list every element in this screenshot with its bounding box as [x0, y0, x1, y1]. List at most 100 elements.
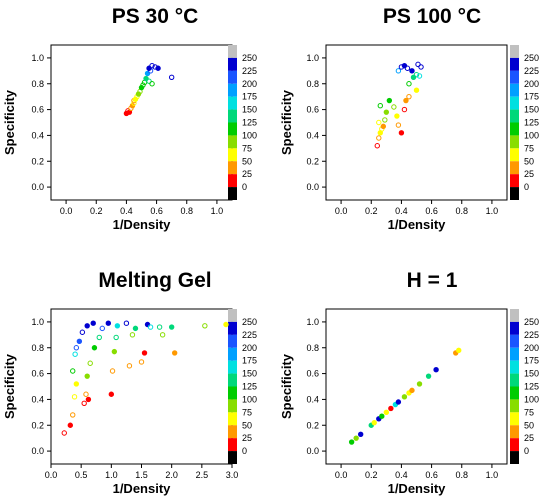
- data-point: [406, 81, 412, 87]
- data-point: [376, 119, 382, 126]
- data-point: [404, 65, 411, 71]
- data-point: [85, 396, 92, 403]
- data-point: [61, 430, 67, 436]
- colorbar-label: 100: [242, 130, 257, 140]
- y-tick-label: 1.0: [31, 53, 44, 63]
- x-tick-label: 2.0: [165, 470, 178, 480]
- data-point: [379, 413, 385, 419]
- x-tick-label: 0.8: [455, 470, 468, 480]
- colorbar-label: 225: [242, 66, 257, 76]
- colorbar-label: 25: [524, 433, 534, 443]
- data-point: [146, 78, 152, 84]
- colorbar-swatch: [228, 360, 237, 374]
- data-point: [99, 325, 105, 332]
- x-tick-label: 0.0: [45, 470, 58, 480]
- data-point: [406, 93, 412, 100]
- x-tick-label: 0.2: [90, 206, 103, 216]
- x-tick-label: 0.6: [425, 470, 438, 480]
- y-tick-label: 0.2: [306, 156, 319, 166]
- data-point: [114, 323, 121, 329]
- colorbar-label: 0: [524, 182, 529, 192]
- colorbar-swatch: [228, 174, 237, 188]
- colorbar-swatch: [228, 57, 237, 71]
- data-point: [401, 106, 408, 113]
- colorbar-label: 0: [242, 446, 247, 456]
- colorbar-swatch: [510, 360, 519, 374]
- colorbar-swatch: [228, 451, 237, 464]
- data-point: [147, 324, 154, 330]
- colorbar-label: 200: [242, 79, 257, 89]
- data-point: [374, 143, 380, 149]
- panel-1: PS 30 °C 0.0 0.2 0.4 0.6 0.8 1.0 0.0 0.2 0.4 0.6 0.…: [2, 5, 257, 232]
- colorbar-label: 225: [242, 330, 257, 340]
- colorbar-label: 75: [242, 407, 252, 417]
- y-tick-label: 0.4: [31, 130, 44, 140]
- data-point: [391, 104, 397, 110]
- data-point: [382, 117, 388, 123]
- data-point: [72, 351, 78, 357]
- data-point: [416, 73, 423, 79]
- colorbar-swatch: [510, 161, 519, 175]
- colorbar-swatch: [228, 187, 237, 200]
- panel-2: PS 100 °C 0.0 0.2 0.4 0.6 0.8 1.0 0.0 0.2 0.4 0.6 0…: [279, 5, 539, 232]
- x-tick-label: 1.5: [135, 470, 148, 480]
- chart-title: PS 30 °C: [112, 5, 199, 28]
- x-tick-label: 0.2: [365, 206, 378, 216]
- data-point: [433, 367, 439, 373]
- data-point: [149, 62, 155, 69]
- data-point: [83, 391, 89, 397]
- colorbar-swatch: [228, 321, 237, 335]
- y-tick-label: 0.8: [31, 79, 44, 89]
- colorbar-label: 100: [524, 130, 539, 140]
- colorbar-swatch: [510, 122, 519, 136]
- data-point: [76, 338, 83, 344]
- data-point: [87, 360, 93, 366]
- data-point: [398, 130, 405, 136]
- colorbar-swatch: [510, 83, 519, 97]
- y-tick-label: 0.8: [306, 343, 319, 353]
- x-axis-label: 1/Density: [113, 481, 172, 496]
- colorbar-label: 125: [242, 118, 257, 128]
- data-point: [156, 324, 163, 330]
- colorbar-label: 250: [242, 317, 257, 327]
- colorbar-swatch: [510, 451, 519, 464]
- colorbar-label: 50: [524, 156, 534, 166]
- y-tick-label: 0.0: [306, 182, 319, 192]
- data-point: [425, 373, 432, 379]
- colorbar-label: 25: [242, 169, 252, 179]
- colorbar-swatch: [228, 399, 237, 413]
- y-axis-label: Specificity: [279, 353, 294, 419]
- colorbar-swatch: [228, 135, 237, 149]
- x-tick-label: 0.0: [335, 206, 348, 216]
- x-tick-label: 1.0: [486, 206, 499, 216]
- x-axis-label: 1/Density: [113, 217, 172, 232]
- data-point: [401, 394, 408, 400]
- colorbar-label: 175: [524, 356, 539, 366]
- colorbar-label: 125: [524, 382, 539, 392]
- x-tick-label: 0.0: [60, 206, 73, 216]
- data-point: [171, 350, 178, 356]
- data-point: [129, 332, 136, 338]
- data-point: [109, 368, 116, 374]
- data-point: [138, 359, 145, 365]
- colorbar-label: 250: [242, 53, 257, 63]
- data-point: [108, 391, 115, 397]
- y-tick-label: 0.2: [31, 420, 44, 430]
- data-point: [168, 74, 175, 80]
- data-point: [70, 412, 76, 418]
- colorbar-label: 0: [242, 182, 247, 192]
- data-point: [383, 409, 390, 416]
- x-tick-label: 0.5: [75, 470, 88, 480]
- y-tick-label: 0.2: [31, 156, 44, 166]
- x-tick-label: 2.5: [196, 470, 209, 480]
- colorbar-swatch: [510, 334, 519, 348]
- colorbar-label: 75: [524, 407, 534, 417]
- colorbar-swatch: [228, 161, 237, 175]
- panel-3: Melting Gel 0.0 0.5 1.0 1.5 2.0 2.5 3.0 0.0 0.2 0.…: [2, 269, 257, 496]
- y-tick-label: 0.8: [306, 79, 319, 89]
- y-axis-label: Specificity: [2, 353, 17, 419]
- x-tick-label: 1.0: [211, 206, 224, 216]
